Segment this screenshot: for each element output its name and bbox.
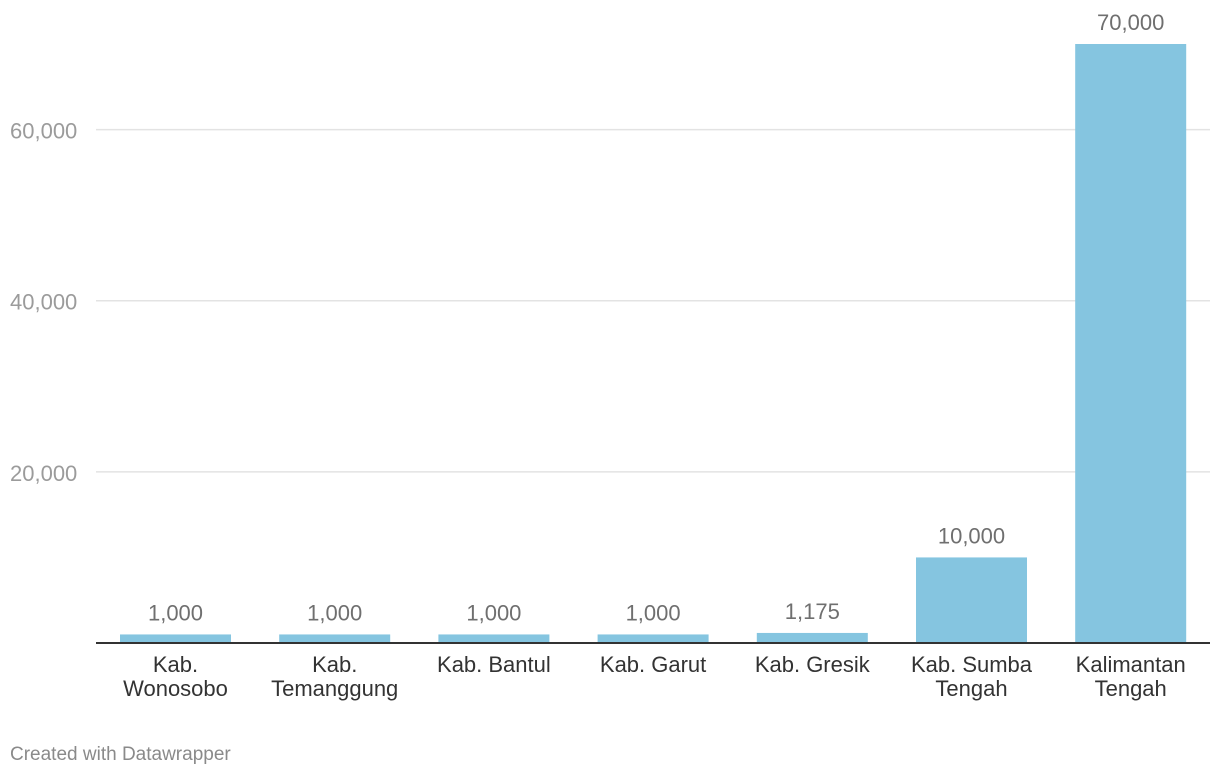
bar — [120, 634, 231, 643]
data-label: 1,000 — [626, 600, 681, 625]
bar — [756, 632, 868, 643]
credit-text: Created with Datawrapper — [10, 744, 231, 765]
x-category-label-line: Temanggung — [271, 676, 398, 701]
data-label: 1,000 — [466, 600, 521, 625]
bar — [438, 634, 550, 643]
data-label: 10,000 — [938, 523, 1005, 548]
x-category-label: Kab. Wonosobo — [123, 652, 228, 701]
data-label: 1,175 — [785, 599, 840, 624]
y-axis-tick-labels: 20,000 40,000 60,000 — [10, 119, 77, 486]
x-category-label: Kab. Gresik — [755, 652, 871, 677]
x-category-label-line: Kab. Garut — [600, 652, 706, 677]
x-category-label-line: Kab. — [312, 652, 357, 677]
bar — [916, 557, 1027, 643]
x-category-label-line: Kalimantan — [1076, 652, 1186, 677]
bar — [597, 634, 709, 643]
x-category-label-line: Wonosobo — [123, 676, 228, 701]
y-tick-label: 60,000 — [10, 119, 77, 144]
bar — [279, 634, 391, 643]
data-label: 1,000 — [148, 600, 203, 625]
x-category-label-line: Kab. Bantul — [437, 652, 551, 677]
x-category-label: Kab. Garut — [600, 652, 706, 677]
x-category-label-line: Kab. Sumba — [911, 652, 1033, 677]
y-tick-label: 40,000 — [10, 290, 77, 315]
x-category-label: Kab. Bantul — [437, 652, 551, 677]
x-category-label: Kab. Temanggung — [271, 652, 398, 701]
x-category-label-line: Kab. Gresik — [755, 652, 871, 677]
bar — [1075, 44, 1187, 643]
x-category-label-line: Tengah — [935, 676, 1007, 701]
bars — [120, 44, 1187, 643]
x-category-label: Kab. Sumba Tengah — [911, 652, 1033, 701]
x-category-label-line: Tengah — [1095, 676, 1167, 701]
data-label: 70,000 — [1097, 10, 1164, 35]
x-category-label-line: Kab. — [153, 652, 198, 677]
y-tick-label: 20,000 — [10, 461, 77, 486]
data-labels: 1,000 1,000 1,000 1,000 1,175 10,000 70,000 — [148, 10, 1164, 625]
gridlines — [96, 128, 1210, 473]
x-category-label: Kalimantan Tengah — [1076, 652, 1186, 701]
data-label: 1,000 — [307, 600, 362, 625]
